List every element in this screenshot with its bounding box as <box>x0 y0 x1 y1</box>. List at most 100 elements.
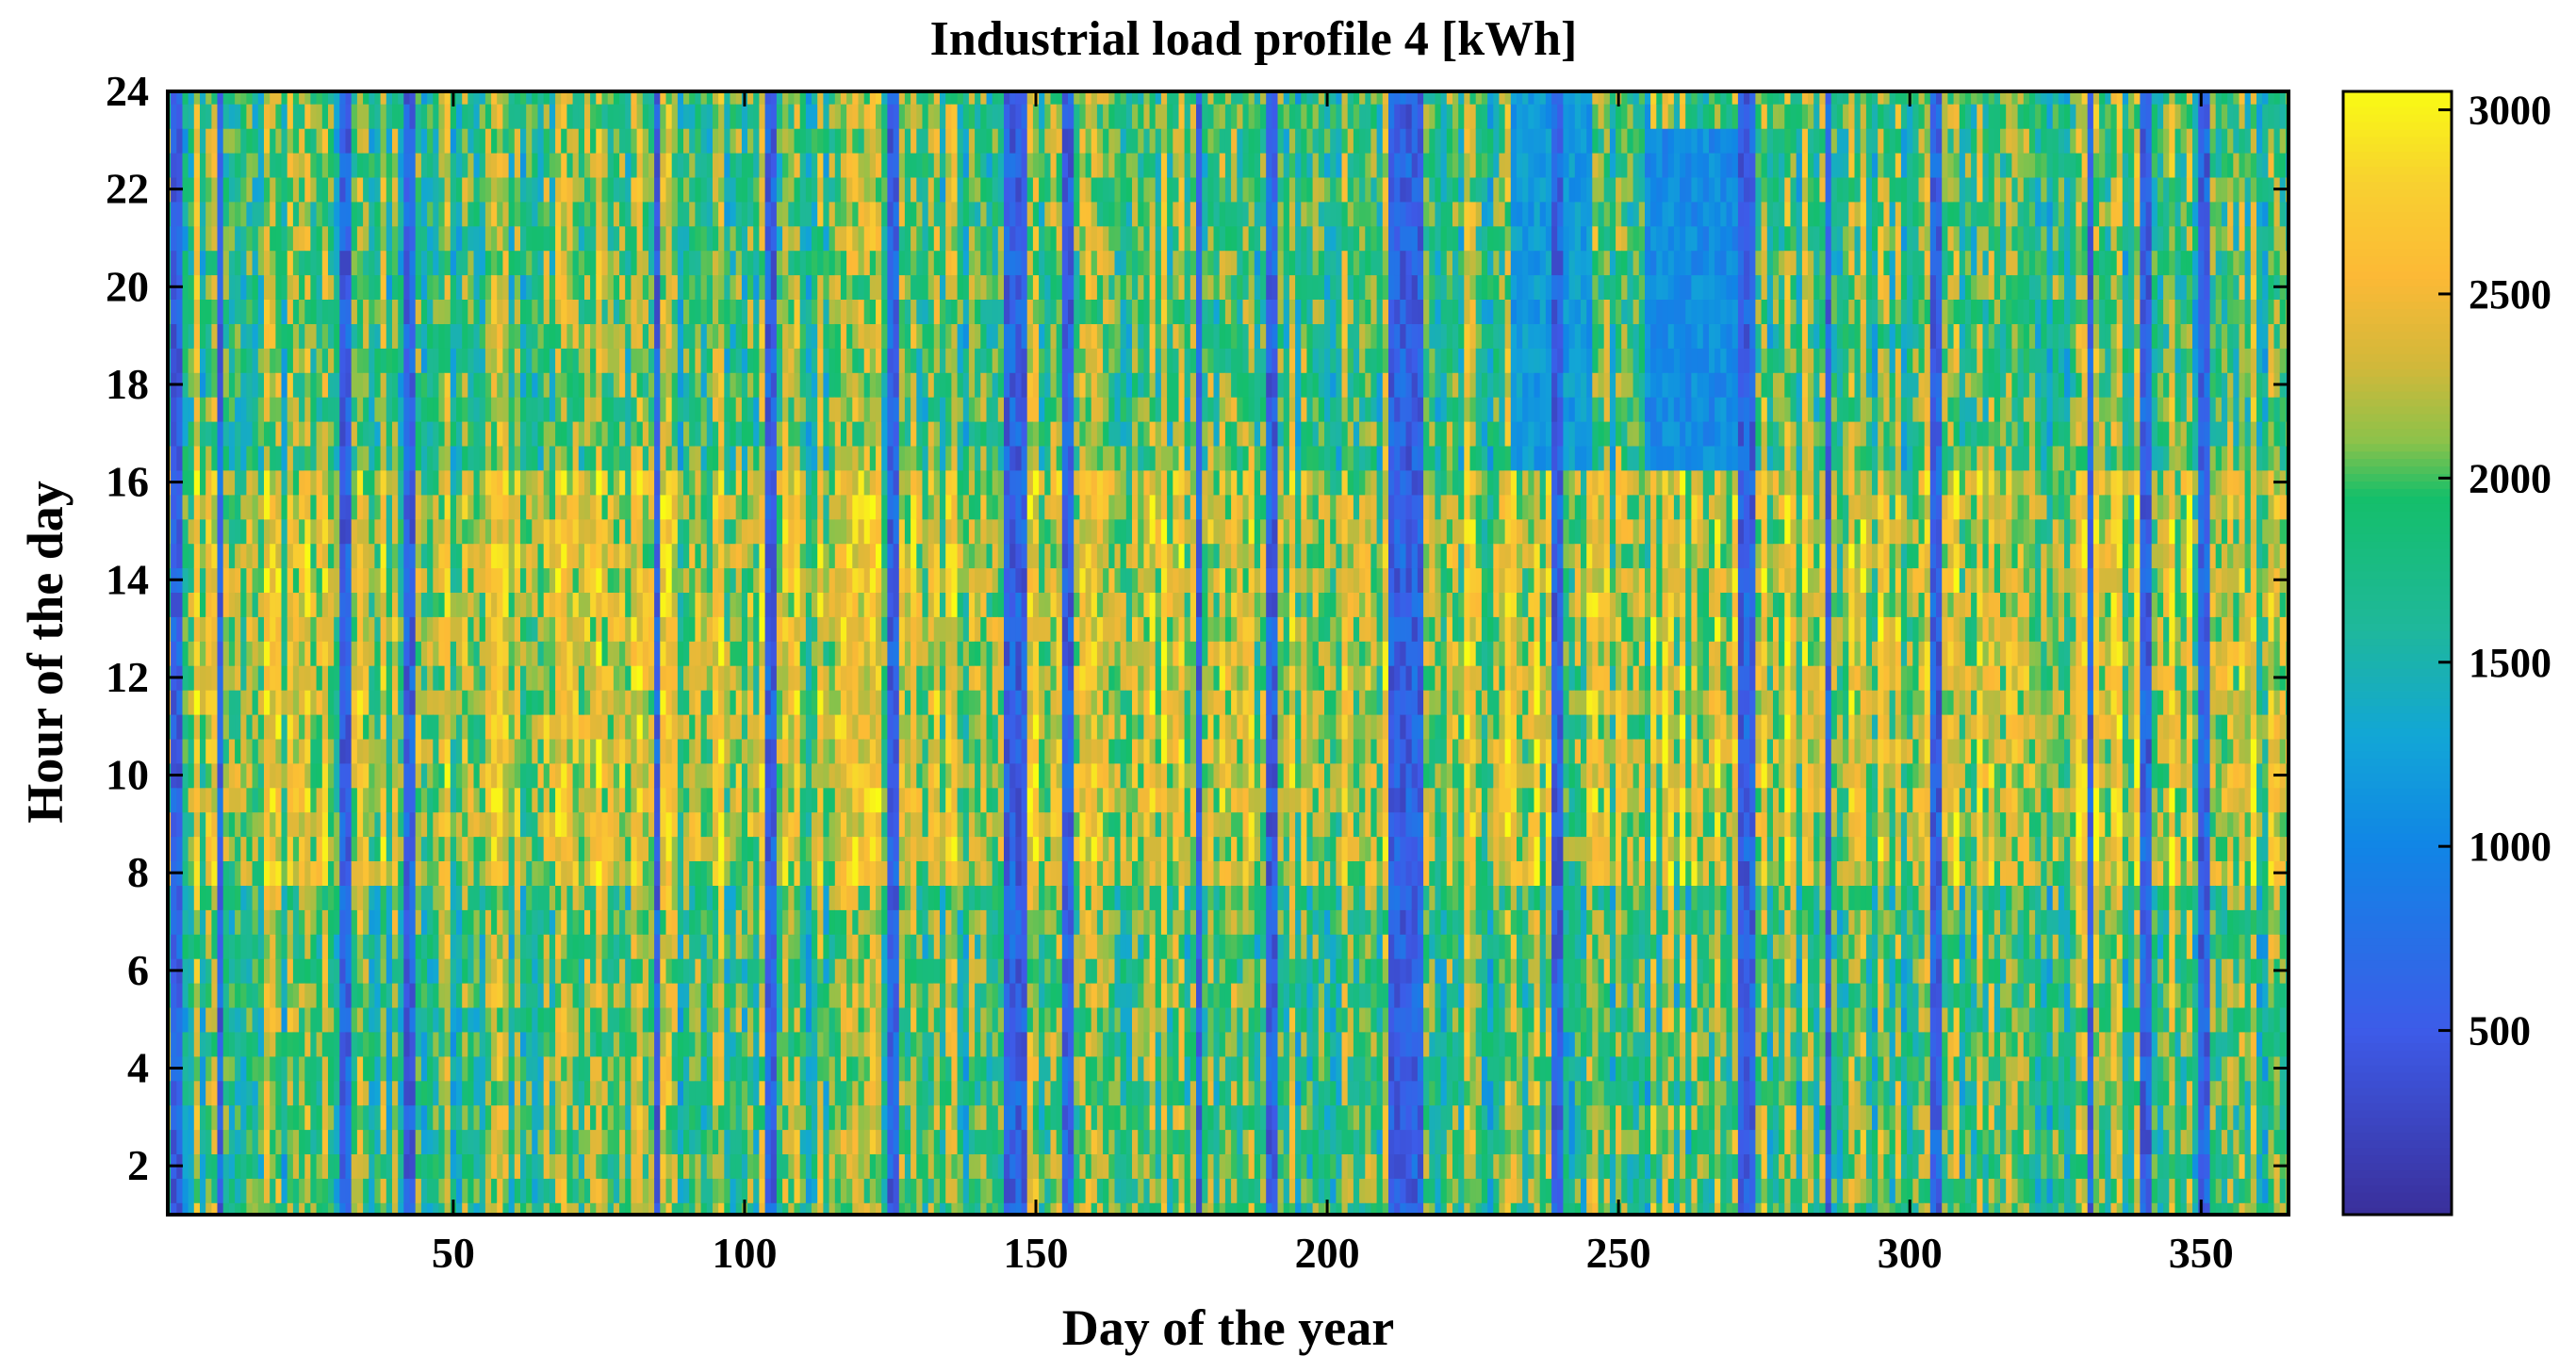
heatmap-cell <box>759 1055 766 1082</box>
heatmap-cell <box>211 1202 219 1215</box>
heatmap-cell <box>689 127 697 154</box>
heatmap-cell <box>456 1178 463 1203</box>
heatmap-cell <box>468 885 475 910</box>
heatmap-cell <box>292 420 300 447</box>
heatmap-cell <box>287 104 294 129</box>
heatmap-cell <box>415 1202 422 1215</box>
heatmap-cell <box>334 713 341 740</box>
heatmap-cell <box>409 1153 417 1179</box>
heatmap-cell <box>264 250 271 276</box>
heatmap-cell <box>369 225 376 252</box>
heatmap-cell <box>200 543 206 569</box>
heatmap-cell <box>584 518 591 545</box>
heatmap-cell <box>217 543 224 569</box>
heatmap-cell <box>252 909 259 935</box>
heatmap-cell <box>770 1153 778 1179</box>
heatmap-cell <box>351 689 358 715</box>
heatmap-cell <box>462 689 469 715</box>
heatmap-cell <box>484 1080 492 1106</box>
heatmap-cell <box>433 518 440 545</box>
heatmap-cell <box>713 982 719 1008</box>
heatmap-cell <box>648 445 655 471</box>
heatmap-cell <box>369 274 376 300</box>
heatmap-cell <box>386 250 393 276</box>
heatmap-cell <box>211 1178 219 1203</box>
heatmap-cell <box>275 91 283 105</box>
heatmap-cell <box>450 420 457 447</box>
heatmap-cell <box>636 836 644 861</box>
heatmap-cell <box>642 225 649 252</box>
heatmap-cell <box>264 1104 271 1131</box>
heatmap-cell <box>211 934 219 959</box>
heatmap-cell <box>438 713 446 740</box>
heatmap-cell <box>433 616 440 642</box>
heatmap-cell <box>392 323 399 349</box>
heatmap-cell <box>561 934 568 959</box>
heatmap-cell <box>427 592 435 617</box>
heatmap-cell <box>753 811 761 838</box>
heatmap-cell <box>240 811 248 838</box>
heatmap-cell <box>508 836 516 861</box>
heatmap-cell <box>473 665 481 691</box>
heatmap-cell <box>275 665 283 691</box>
heatmap-cell <box>654 665 662 691</box>
heatmap-cell <box>491 543 499 569</box>
heatmap-cell <box>671 1153 679 1179</box>
heatmap-cell <box>537 909 545 935</box>
heatmap-cell <box>770 372 778 398</box>
heatmap-cell <box>415 518 422 545</box>
heatmap-cell <box>706 372 714 398</box>
heatmap-cell <box>578 420 585 447</box>
heatmap-cell <box>665 811 673 838</box>
heatmap-cell <box>171 494 178 520</box>
heatmap-cell <box>281 396 288 422</box>
heatmap-cell <box>601 494 609 520</box>
heatmap-cell <box>706 152 714 178</box>
heatmap-cell <box>217 396 224 422</box>
heatmap-cell <box>735 738 743 764</box>
heatmap-cell <box>468 616 475 642</box>
heatmap-cell <box>584 592 591 617</box>
heatmap-cell <box>759 225 766 252</box>
heatmap-cell <box>607 152 615 178</box>
heatmap-cell <box>176 152 184 178</box>
heatmap-cell <box>240 982 248 1008</box>
heatmap-cell <box>566 1006 574 1033</box>
heatmap-cell <box>438 1055 446 1082</box>
heatmap-cell <box>484 689 492 715</box>
heatmap-cell <box>631 1178 638 1203</box>
heatmap-cell <box>328 91 335 105</box>
heatmap-cell <box>176 250 184 276</box>
heatmap-cell <box>380 641 387 666</box>
heatmap-cell <box>759 201 766 227</box>
heatmap-cell <box>514 420 521 447</box>
heatmap-cell <box>403 957 411 984</box>
heatmap-cell <box>514 323 521 349</box>
heatmap-cell <box>584 689 591 715</box>
heatmap-cell <box>292 543 300 569</box>
heatmap-cell <box>484 127 492 154</box>
heatmap-cell <box>590 1202 598 1215</box>
heatmap-cell <box>590 836 598 861</box>
heatmap-cell <box>462 1104 469 1131</box>
heatmap-cell <box>200 420 206 447</box>
heatmap-cell <box>316 1080 323 1106</box>
heatmap-cell <box>782 1202 790 1215</box>
heatmap-cell <box>689 348 697 373</box>
heatmap-cell <box>310 348 318 373</box>
heatmap-cell <box>730 762 737 789</box>
heatmap-cell <box>613 543 620 569</box>
heatmap-cell <box>590 641 598 666</box>
heatmap-cell <box>351 1153 358 1179</box>
heatmap-cell <box>706 396 714 422</box>
heatmap-cell <box>730 494 737 520</box>
heatmap-cell <box>735 469 743 496</box>
heatmap-cell <box>660 665 667 691</box>
heatmap-cell <box>590 689 598 715</box>
heatmap-cell <box>246 909 254 935</box>
heatmap-cell <box>695 957 702 984</box>
heatmap-cell <box>182 1202 189 1215</box>
heatmap-cell <box>188 518 195 545</box>
heatmap-cell <box>747 396 754 422</box>
heatmap-cell <box>677 323 684 349</box>
